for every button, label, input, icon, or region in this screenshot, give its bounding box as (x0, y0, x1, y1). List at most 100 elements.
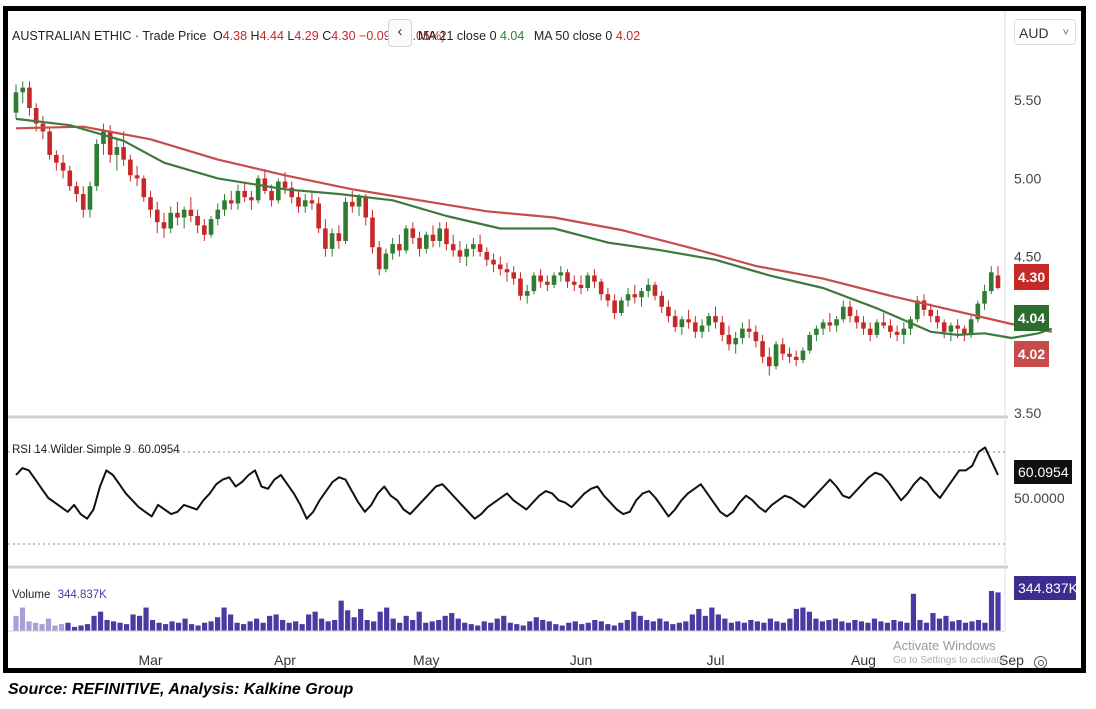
watermark-line1: Activate Windows (893, 638, 996, 653)
candle-body (356, 197, 362, 207)
volume-bar (39, 624, 45, 631)
volume-bar (156, 622, 162, 631)
rsi-axis-tick: 50.0000 (1014, 490, 1065, 506)
candle-body (733, 338, 738, 345)
candle-body (719, 322, 725, 335)
volume-bar (436, 619, 442, 631)
ma50-price-tag: 4.02 (1014, 341, 1049, 367)
volume-bar (995, 592, 1001, 631)
volume-bar (97, 611, 104, 631)
candle-body (390, 244, 395, 254)
chart-canvas: 5.50 5.00 4.50 3.50 Mar Apr May Jun Jul Aug Sep 50.… (8, 11, 1065, 668)
chevron-down-icon: ˅ (1062, 27, 1069, 39)
volume-bar (754, 621, 760, 631)
volume-bar (852, 619, 858, 631)
candle-body (74, 186, 79, 195)
candle-body (854, 316, 860, 323)
candle-body (753, 331, 759, 342)
volume-bar (839, 621, 845, 631)
volume-bar (306, 614, 312, 631)
candle-body (807, 334, 812, 351)
candle-body (955, 325, 960, 329)
ma-legend: MA 21 close 0 4.04 MA 50 close 0 4.02 (418, 29, 640, 43)
candle-body (464, 248, 469, 257)
candle-body (982, 291, 987, 304)
candle-body (699, 325, 705, 332)
last-price-tag: 4.30 (1014, 264, 1049, 290)
settings-icon[interactable] (1034, 656, 1047, 668)
volume-bar (865, 622, 871, 631)
candle-body (612, 300, 617, 313)
candle-body (645, 284, 651, 292)
volume-bar (527, 621, 533, 631)
price-axis-tick: 5.50 (1014, 92, 1041, 108)
candle-body (504, 269, 510, 273)
volume-bar (871, 618, 878, 631)
volume-bar (260, 622, 266, 631)
volume-label: Volume (12, 589, 51, 601)
chart-frame: 5.50 5.00 4.50 3.50 Mar Apr May Jun Jul Aug Sep 50.… (3, 6, 1086, 673)
volume-bar (631, 611, 637, 631)
volume-bar (364, 619, 370, 631)
candle-body (867, 328, 873, 335)
volume-bar (234, 622, 240, 631)
volume-bar (130, 614, 136, 631)
candle-body (686, 319, 691, 323)
candle-body (350, 201, 355, 207)
candle-body (773, 344, 779, 367)
volume-bar (117, 622, 123, 631)
month-axis-tick: Sep (999, 652, 1024, 668)
volume-bar (637, 615, 643, 631)
chevron-left-icon[interactable]: ‹ (388, 19, 412, 47)
volume-bar (832, 618, 839, 631)
volume-bar (319, 618, 325, 631)
candle-body (625, 294, 631, 301)
rsi-legend-value: 60.0954 (138, 444, 180, 456)
candle-body (760, 341, 765, 357)
candle-body (767, 356, 772, 367)
candle-body (605, 294, 611, 301)
candle-body (820, 322, 826, 329)
volume-bar (423, 622, 429, 631)
volume-bar (13, 615, 19, 631)
volume-bar (293, 621, 299, 631)
candle-body (780, 344, 786, 354)
volume-bar (221, 607, 227, 631)
candle-body (551, 275, 557, 285)
volume-bar (650, 621, 656, 631)
volume-bar (182, 618, 188, 631)
candle-body (928, 309, 934, 317)
volume-bar (149, 619, 156, 631)
candle-body (323, 228, 328, 249)
ma21-line (15, 117, 1053, 340)
candle-body (672, 316, 678, 328)
candle-body (161, 222, 167, 229)
volume-bar (325, 621, 331, 631)
volume-bar (110, 621, 117, 631)
candle-body (376, 247, 382, 270)
candle-body (309, 200, 315, 204)
volume-bar (969, 621, 975, 631)
candle-body (793, 356, 799, 360)
volume-bar (566, 622, 572, 631)
open-value: 4.38 (222, 29, 248, 43)
volume-bar (280, 619, 286, 631)
volume-bar (104, 619, 110, 631)
volume-bar (585, 622, 591, 631)
month-axis-tick: Jul (707, 652, 725, 668)
volume-bar (696, 608, 702, 631)
volume-bar (267, 615, 273, 631)
volume-bar (728, 622, 734, 631)
candle-body (437, 228, 443, 241)
volume-bar (910, 593, 917, 631)
volume-legend-value: 344.837K (57, 589, 107, 601)
candle-body (962, 328, 967, 335)
candle-body (538, 275, 543, 282)
volume-bar (215, 617, 221, 631)
volume-bar (559, 625, 565, 631)
month-axis-tick: May (413, 652, 439, 668)
currency-selector[interactable]: AUD ˅ (1014, 19, 1076, 45)
candle-body (558, 272, 564, 276)
volume-bar (780, 622, 786, 631)
candle-body (706, 316, 712, 326)
